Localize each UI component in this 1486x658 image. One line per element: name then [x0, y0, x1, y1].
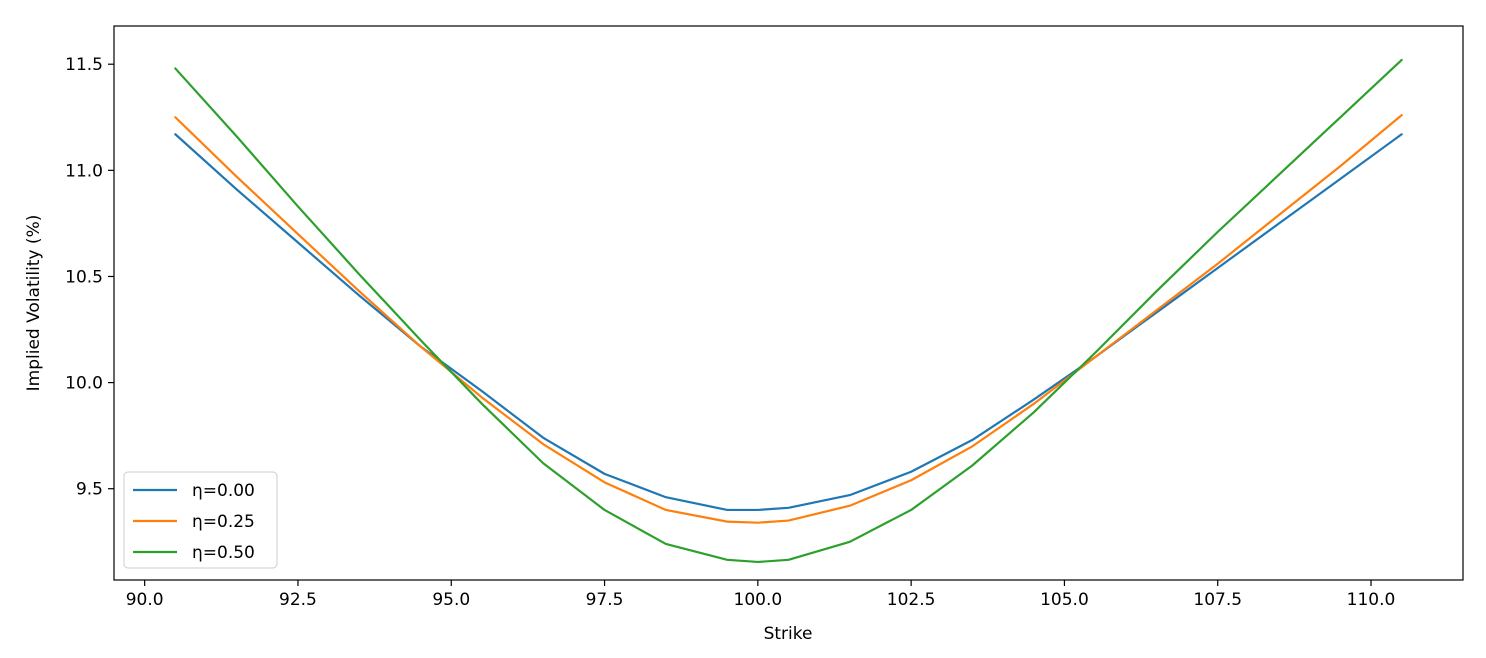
y-tick-label: 11.5 [65, 55, 103, 75]
series-line-2 [174, 58, 1403, 564]
legend: η=0.00 η=0.25 η=0.50 [123, 471, 278, 569]
x-tick-label: 107.5 [1193, 590, 1242, 610]
x-axis-label: Strike [764, 624, 813, 644]
y-tick-label: 10.0 [65, 374, 103, 394]
x-tick-label: 97.5 [586, 590, 624, 610]
legend-label-1: η=0.25 [192, 512, 255, 532]
x-tick-label: 105.0 [1040, 590, 1089, 610]
series-line-0 [174, 133, 1403, 512]
legend-box [123, 471, 278, 569]
y-axis: 9.5 10.0 10.5 11.0 11.5 [65, 55, 114, 500]
x-tick-label: 92.5 [279, 590, 317, 610]
legend-label-0: η=0.00 [192, 481, 255, 501]
x-tick-label: 102.5 [887, 590, 936, 610]
x-axis: 90.0 92.5 95.0 97.5 100.0 102.5 105.0 107.5 110.… [126, 580, 1396, 610]
legend-label-2: η=0.50 [192, 543, 255, 563]
x-tick-label: 95.0 [432, 590, 470, 610]
y-tick-label: 11.0 [65, 161, 103, 181]
series-layer [174, 58, 1403, 564]
x-tick-label: 90.0 [126, 590, 164, 610]
plot-frame [113, 25, 1464, 581]
y-tick-label: 9.5 [76, 480, 103, 500]
y-axis-label: Implied Volatility (%) [24, 215, 44, 392]
series-line-1 [174, 114, 1403, 524]
x-tick-label: 100.0 [734, 590, 783, 610]
x-tick-label: 110.0 [1347, 590, 1396, 610]
y-tick-label: 10.5 [65, 267, 103, 287]
plot-area [114, 26, 1463, 580]
